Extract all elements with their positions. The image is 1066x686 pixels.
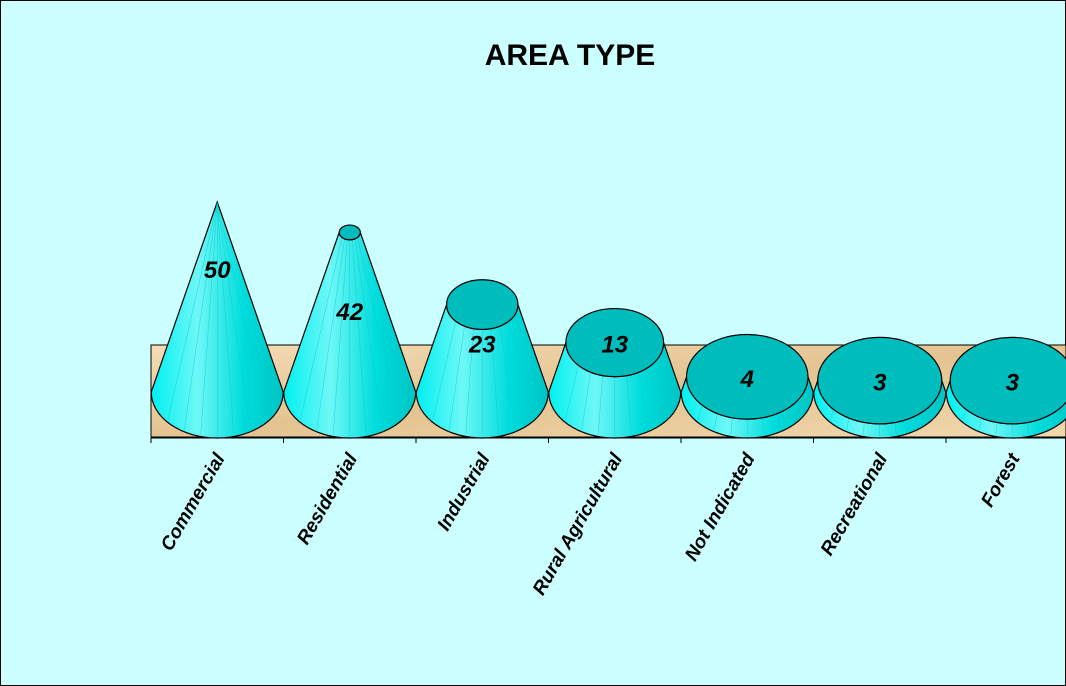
data-label: 23 (468, 332, 496, 359)
cone-residential (283, 224, 417, 439)
category-label: Forest (977, 449, 1025, 510)
category-label: Industrial (434, 449, 495, 534)
cone-industrial (415, 279, 549, 439)
data-label: 3 (1006, 370, 1020, 397)
cone-recreational (813, 336, 947, 439)
category-label: Rural Agricultural (529, 449, 627, 598)
category-label: Not Indicated (681, 450, 760, 565)
data-label: 13 (601, 332, 628, 359)
category-axis (150, 437, 1066, 443)
category-labels: Commercial Residential Industrial Rural Agr… (157, 449, 1025, 598)
data-label: 3 (873, 370, 887, 397)
chart-title: AREA TYPE (484, 39, 656, 72)
cone-not-indicated (680, 333, 814, 439)
data-labels: 50 42 23 13 4 3 3 (204, 257, 1020, 397)
cone-commercial (150, 200, 284, 439)
category-label: Commercial (157, 449, 230, 554)
cone-series (150, 200, 1066, 439)
data-label: 42 (335, 299, 363, 326)
cone-forest (945, 336, 1066, 439)
data-label: 50 (204, 257, 231, 284)
cone-rural-agricultural (548, 307, 682, 439)
data-label: 4 (740, 366, 754, 393)
category-label: Recreational (817, 449, 893, 559)
category-label: Residential (293, 449, 362, 548)
